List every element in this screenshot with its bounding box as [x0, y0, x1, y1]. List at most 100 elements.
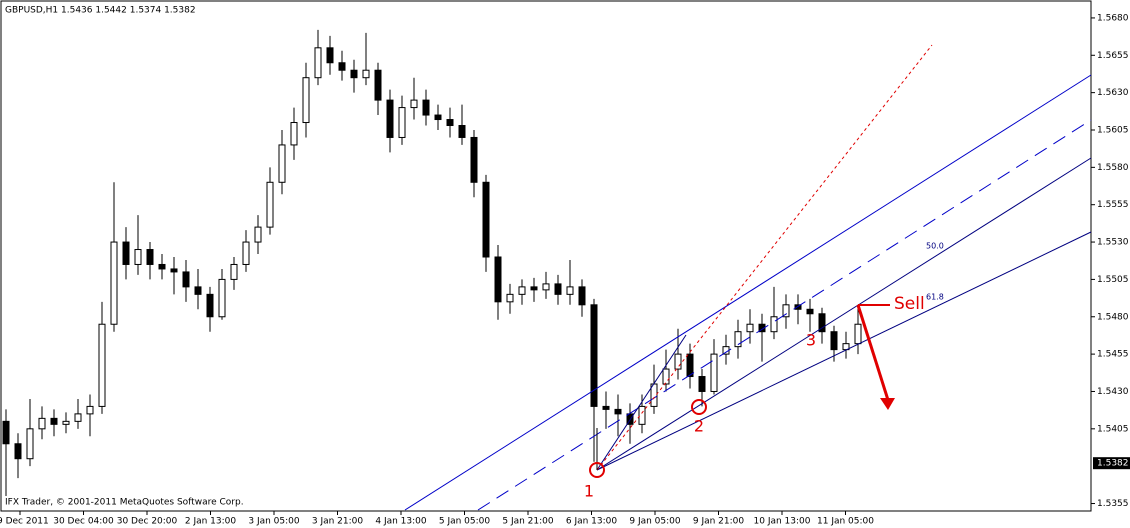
- candle-body: [614, 408, 622, 415]
- point-label: 3: [806, 331, 816, 350]
- candle-body: [734, 331, 742, 348]
- candle-body: [434, 114, 442, 121]
- y-tick-label: 1.5405: [1097, 424, 1129, 434]
- sell-arrow: [856, 304, 890, 401]
- candle-body: [326, 47, 334, 64]
- candle-body: [710, 353, 718, 392]
- candle-body: [206, 293, 214, 318]
- candle-body: [458, 125, 466, 138]
- candle-body: [98, 323, 106, 407]
- candle-body: [830, 331, 838, 351]
- candle-body: [62, 420, 70, 425]
- candle-body: [554, 283, 562, 295]
- candle-body: [542, 283, 550, 291]
- x-tick-label: 30 Dec 04:00: [53, 517, 114, 527]
- trend-line: [596, 231, 1092, 471]
- y-tick-label: 1.5355: [1097, 499, 1129, 509]
- candle-body: [794, 304, 802, 310]
- candle-body: [38, 417, 46, 430]
- candle-body: [218, 278, 226, 318]
- candle-body: [110, 241, 118, 325]
- x-tick-label: 9 Jan 21:00: [693, 517, 745, 527]
- candle-body: [410, 99, 418, 109]
- channel-lower: [596, 157, 1092, 471]
- point-circle: [589, 462, 605, 478]
- candle-body: [50, 417, 58, 425]
- candle-body: [146, 249, 154, 265]
- x-tick-label: 3 Jan 05:00: [248, 517, 300, 527]
- x-tick-label: 11 Jan 05:00: [817, 517, 874, 527]
- candle-body: [422, 99, 430, 116]
- candle-body: [446, 119, 454, 127]
- y-tick-label: 1.5430: [1097, 387, 1129, 397]
- footer: IFX Trader, © 2001-2011 MetaQuotes Softw…: [5, 498, 244, 508]
- candle-body: [518, 286, 526, 295]
- x-tick-label: 3 Jan 21:00: [312, 517, 364, 527]
- y-tick-label: 1.5605: [1097, 125, 1129, 135]
- fan-line-red: [596, 44, 933, 471]
- candle-body: [254, 226, 262, 243]
- x-tick-label: 2 Jan 13:00: [185, 517, 237, 527]
- candle-body: [182, 271, 190, 288]
- sell-arrowhead: [880, 398, 895, 410]
- candle-body: [854, 323, 862, 345]
- candle-body: [290, 122, 298, 146]
- candle-body: [566, 286, 574, 295]
- candle-body: [158, 263, 166, 270]
- sell-label: Sell: [894, 294, 925, 314]
- candle-body: [806, 308, 814, 315]
- candle-body: [746, 323, 754, 333]
- candle-body: [698, 376, 706, 392]
- x-tick-label: 10 Jan 13:00: [754, 517, 811, 527]
- candle-body: [482, 181, 490, 258]
- candle-body: [638, 405, 646, 425]
- y-tick-label: 1.5530: [1097, 238, 1129, 248]
- candle-body: [122, 241, 130, 265]
- candle-body: [530, 286, 538, 291]
- y-tick-label: 1.5455: [1097, 350, 1129, 360]
- x-tick-label: 6 Jan 13:00: [566, 517, 618, 527]
- candle-body: [374, 69, 382, 101]
- x-tick-label: 4 Jan 13:00: [375, 517, 427, 527]
- candle-body: [194, 286, 202, 295]
- chart-title: GBPUSD,H1 1.5436 1.5442 1.5374 1.5382: [5, 6, 196, 16]
- candle-body: [782, 304, 790, 318]
- candle-body: [242, 241, 250, 265]
- x-tick-label: 5 Jan 05:00: [439, 517, 491, 527]
- candle-body: [470, 136, 478, 183]
- candle-body: [386, 99, 394, 138]
- candle-body: [170, 268, 178, 273]
- candle-body: [770, 316, 778, 333]
- x-tick-label: 9 Jan 05:00: [629, 517, 681, 527]
- candle-body: [590, 304, 598, 407]
- candle-body: [506, 293, 514, 303]
- candle-body: [230, 263, 238, 280]
- candle-body: [338, 62, 346, 71]
- y-tick-label: 1.5580: [1097, 163, 1129, 173]
- candle-body: [14, 443, 22, 460]
- channel-mid: [477, 119, 1092, 511]
- candle-body: [398, 107, 406, 138]
- candle-body: [2, 420, 10, 445]
- candle-body: [266, 181, 274, 228]
- fan-line: [596, 334, 687, 471]
- candle-body: [134, 249, 142, 265]
- candle-body: [314, 47, 322, 79]
- candle-body: [362, 69, 370, 79]
- candle-body: [602, 405, 610, 410]
- candle-body: [278, 144, 286, 183]
- plot-frame: [0, 0, 1092, 512]
- y-tick-label: 1.5655: [1097, 51, 1129, 61]
- candle-body: [26, 428, 34, 460]
- current-price-box: [1093, 457, 1130, 470]
- candle-body: [86, 405, 94, 415]
- x-tick-label: 30 Dec 20:00: [117, 517, 178, 527]
- candle-body: [578, 286, 586, 306]
- candle-body: [74, 413, 82, 422]
- y-tick-label: 1.5680: [1097, 13, 1129, 23]
- channel-upper: [404, 74, 1092, 511]
- y-tick-label: 1.5555: [1097, 200, 1129, 210]
- y-tick-label: 1.5630: [1097, 88, 1129, 98]
- candle-body: [818, 313, 826, 333]
